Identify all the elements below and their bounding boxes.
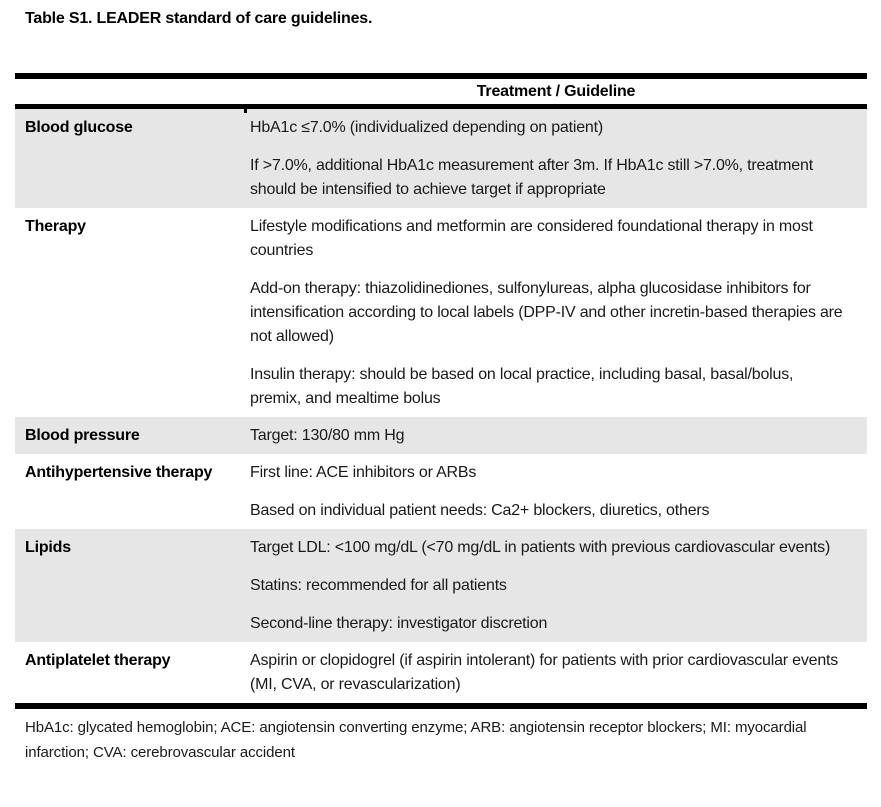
row-label: Blood pressure bbox=[25, 427, 140, 444]
row-label: Therapy bbox=[25, 218, 86, 235]
table-row-antiplatelet-therapy: Antiplatelet therapy Aspirin or clopidog… bbox=[15, 642, 867, 703]
table-row-therapy: Therapy Lifestyle modifications and metf… bbox=[15, 208, 867, 417]
table-row-antihypertensive-therapy: Antihypertensive therapy First line: ACE… bbox=[15, 454, 867, 529]
row-content: HbA1c ≤7.0% (individualized depending on… bbox=[245, 109, 867, 208]
table-title: Table S1. LEADER standard of care guidel… bbox=[25, 10, 373, 27]
table-header-row: Treatment / Guideline bbox=[15, 79, 867, 109]
header-spacer-cell bbox=[15, 79, 245, 104]
row-label: Antihypertensive therapy bbox=[25, 464, 213, 481]
guideline-paragraph: Second-line therapy: investigator discre… bbox=[250, 615, 548, 632]
guideline-paragraph: HbA1c ≤7.0% (individualized depending on… bbox=[250, 119, 603, 136]
guideline-paragraph: Insulin therapy: should be based on loca… bbox=[250, 366, 794, 407]
row-content: Lifestyle modifications and metformin ar… bbox=[245, 208, 867, 417]
row-label: Antiplatelet therapy bbox=[25, 652, 171, 669]
row-label: Lipids bbox=[25, 539, 71, 556]
row-content: Target LDL: <100 mg/dL (<70 mg/dL in pat… bbox=[245, 529, 867, 642]
table-row-lipids: Lipids Target LDL: <100 mg/dL (<70 mg/dL… bbox=[15, 529, 867, 642]
guideline-paragraph: If >7.0%, additional HbA1c measurement a… bbox=[250, 157, 813, 198]
guideline-paragraph: Target: 130/80 mm Hg bbox=[250, 427, 405, 444]
guideline-paragraph: Aspirin or clopidogrel (if aspirin intol… bbox=[250, 652, 839, 693]
guideline-paragraph: First line: ACE inhibitors or ARBs bbox=[250, 464, 477, 481]
column-divider-tick bbox=[244, 108, 247, 113]
row-content: First line: ACE inhibitors or ARBs Based… bbox=[245, 454, 867, 529]
row-content: Aspirin or clopidogrel (if aspirin intol… bbox=[245, 642, 867, 703]
guidelines-table: Treatment / Guideline Blood glucose HbA1… bbox=[15, 73, 867, 709]
guideline-paragraph: Lifestyle modifications and metformin ar… bbox=[250, 218, 813, 259]
column-header-treatment-guideline: Treatment / Guideline bbox=[476, 83, 636, 100]
guideline-paragraph: Based on individual patient needs: Ca2+ … bbox=[250, 502, 710, 519]
table-row-blood-glucose: Blood glucose HbA1c ≤7.0% (individualize… bbox=[15, 109, 867, 208]
table-row-blood-pressure: Blood pressure Target: 130/80 mm Hg bbox=[15, 417, 867, 454]
guideline-paragraph: Target LDL: <100 mg/dL (<70 mg/dL in pat… bbox=[250, 539, 831, 556]
guideline-paragraph: Statins: recommended for all patients bbox=[250, 577, 507, 594]
row-content: Target: 130/80 mm Hg bbox=[245, 417, 867, 454]
row-label: Blood glucose bbox=[25, 119, 133, 136]
table-footnote: HbA1c: glycated hemoglobin; ACE: angiote… bbox=[25, 719, 807, 761]
guideline-paragraph: Add-on therapy: thiazolidinediones, sulf… bbox=[250, 280, 843, 345]
